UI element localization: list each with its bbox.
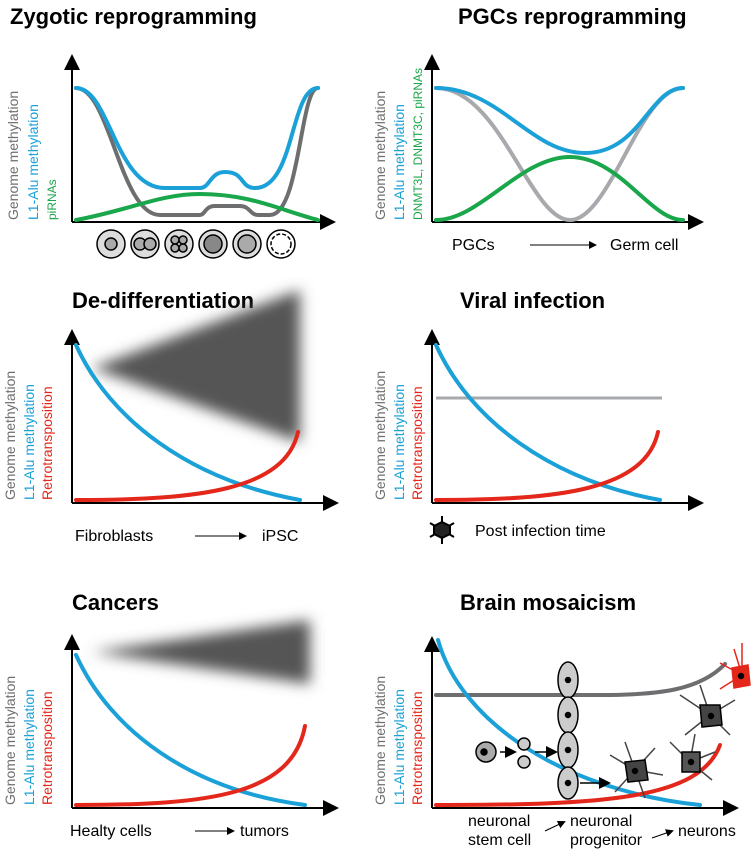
y-label: L1-Alu methylation	[391, 104, 407, 220]
x-label: neuronal	[468, 813, 530, 830]
panel-title: Zygotic reprogramming	[10, 4, 257, 29]
curve	[434, 154, 685, 222]
panel: Zygotic reprogramming Genome methylation…	[5, 4, 332, 259]
y-label: Retrotransposition	[39, 691, 55, 805]
y-label: Genome methylation	[5, 91, 21, 220]
virus-icon	[429, 516, 455, 544]
y-label: L1-Alu methylation	[21, 384, 37, 500]
x-label: iPSC	[262, 528, 298, 545]
y-label: piRNAs	[45, 179, 59, 220]
arrow	[544, 820, 566, 832]
x-label: PGCs	[452, 237, 495, 254]
y-label: L1-Alu methylation	[21, 689, 37, 805]
x-label: neuronal	[570, 813, 632, 830]
panel: Cancers Genome methylation L1-Alu methyl…	[2, 590, 339, 840]
y-label: Genome methylation	[2, 676, 18, 805]
curve	[74, 86, 320, 217]
curve	[434, 86, 685, 156]
arrow	[651, 829, 674, 839]
panel-title: Cancers	[72, 590, 159, 615]
y-label: L1-Alu methylation	[391, 384, 407, 500]
gradient-wedge	[92, 620, 310, 684]
gradient-wedge	[92, 290, 300, 442]
y-label: L1-Alu methylation	[25, 104, 41, 220]
x-label: Healty cells	[70, 823, 152, 840]
y-label: Genome methylation	[372, 371, 388, 500]
x-label: Fibroblasts	[75, 528, 153, 545]
cell-illustration	[475, 643, 751, 800]
y-label: DNMT3L, DNMT3C, piRNAs	[411, 68, 425, 220]
x-label: stem cell	[468, 832, 531, 849]
panel: Brain mosaicism Genome methylation L1-Al…	[372, 590, 751, 849]
panel-title: Brain mosaicism	[460, 590, 636, 615]
curve	[74, 430, 300, 502]
x-label: Germ cell	[610, 237, 678, 254]
curve	[74, 724, 307, 807]
curve	[434, 743, 722, 807]
x-label: neurons	[678, 823, 736, 840]
panel: Viral infection Genome methylation L1-Al…	[372, 288, 704, 544]
y-label: Genome methylation	[2, 371, 18, 500]
curve	[434, 430, 660, 502]
panel-title: De-differentiation	[72, 288, 254, 313]
panel-title: Viral infection	[460, 288, 605, 313]
x-label: Post infection time	[475, 523, 606, 540]
panel: De-differentiation Genome methylation L1…	[2, 288, 339, 545]
curve	[434, 662, 727, 697]
curve	[74, 86, 320, 191]
x-label: progenitor	[570, 832, 643, 849]
curve	[434, 343, 662, 502]
y-label: L1-Alu methylation	[391, 689, 407, 805]
curve	[74, 191, 320, 222]
panel-title: PGCs reprogramming	[458, 4, 687, 29]
x-label: tumors	[240, 823, 289, 840]
embryo-icons	[96, 229, 296, 259]
y-label: Genome methylation	[372, 676, 388, 805]
y-label: Retrotransposition	[409, 691, 425, 805]
y-label: Retrotransposition	[39, 386, 55, 500]
curve	[74, 653, 307, 807]
y-label: Retrotransposition	[409, 386, 425, 500]
curve	[74, 343, 302, 502]
y-label: Genome methylation	[372, 91, 388, 220]
panel: PGCs reprogramming Genome methylation L1…	[372, 4, 704, 254]
